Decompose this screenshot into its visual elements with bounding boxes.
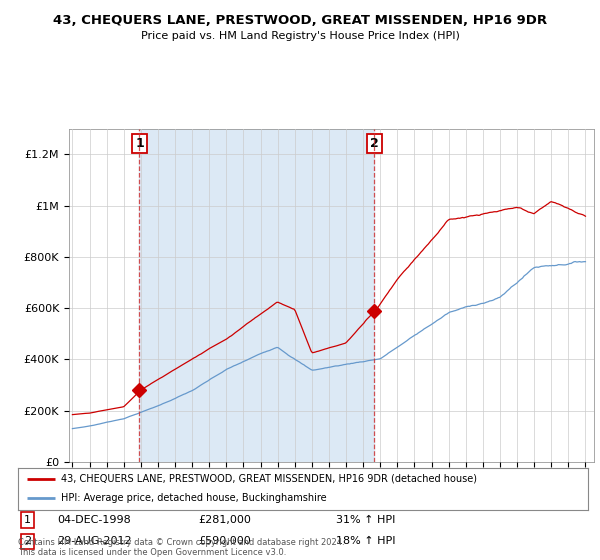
- Text: 2: 2: [24, 536, 31, 547]
- Text: £590,000: £590,000: [198, 536, 251, 547]
- Text: 43, CHEQUERS LANE, PRESTWOOD, GREAT MISSENDEN, HP16 9DR (detached house): 43, CHEQUERS LANE, PRESTWOOD, GREAT MISS…: [61, 474, 477, 484]
- Text: £281,000: £281,000: [198, 515, 251, 525]
- Text: Contains HM Land Registry data © Crown copyright and database right 2024.
This d: Contains HM Land Registry data © Crown c…: [18, 538, 344, 557]
- Text: 29-AUG-2012: 29-AUG-2012: [57, 536, 131, 547]
- Text: Price paid vs. HM Land Registry's House Price Index (HPI): Price paid vs. HM Land Registry's House …: [140, 31, 460, 41]
- Text: 1: 1: [135, 137, 144, 150]
- Text: 18% ↑ HPI: 18% ↑ HPI: [336, 536, 395, 547]
- Text: 31% ↑ HPI: 31% ↑ HPI: [336, 515, 395, 525]
- Text: 43, CHEQUERS LANE, PRESTWOOD, GREAT MISSENDEN, HP16 9DR: 43, CHEQUERS LANE, PRESTWOOD, GREAT MISS…: [53, 14, 547, 27]
- Bar: [139, 129, 374, 462]
- Text: 1: 1: [24, 515, 31, 525]
- Text: HPI: Average price, detached house, Buckinghamshire: HPI: Average price, detached house, Buck…: [61, 493, 326, 503]
- Text: 04-DEC-1998: 04-DEC-1998: [57, 515, 131, 525]
- Text: 2: 2: [370, 137, 379, 150]
